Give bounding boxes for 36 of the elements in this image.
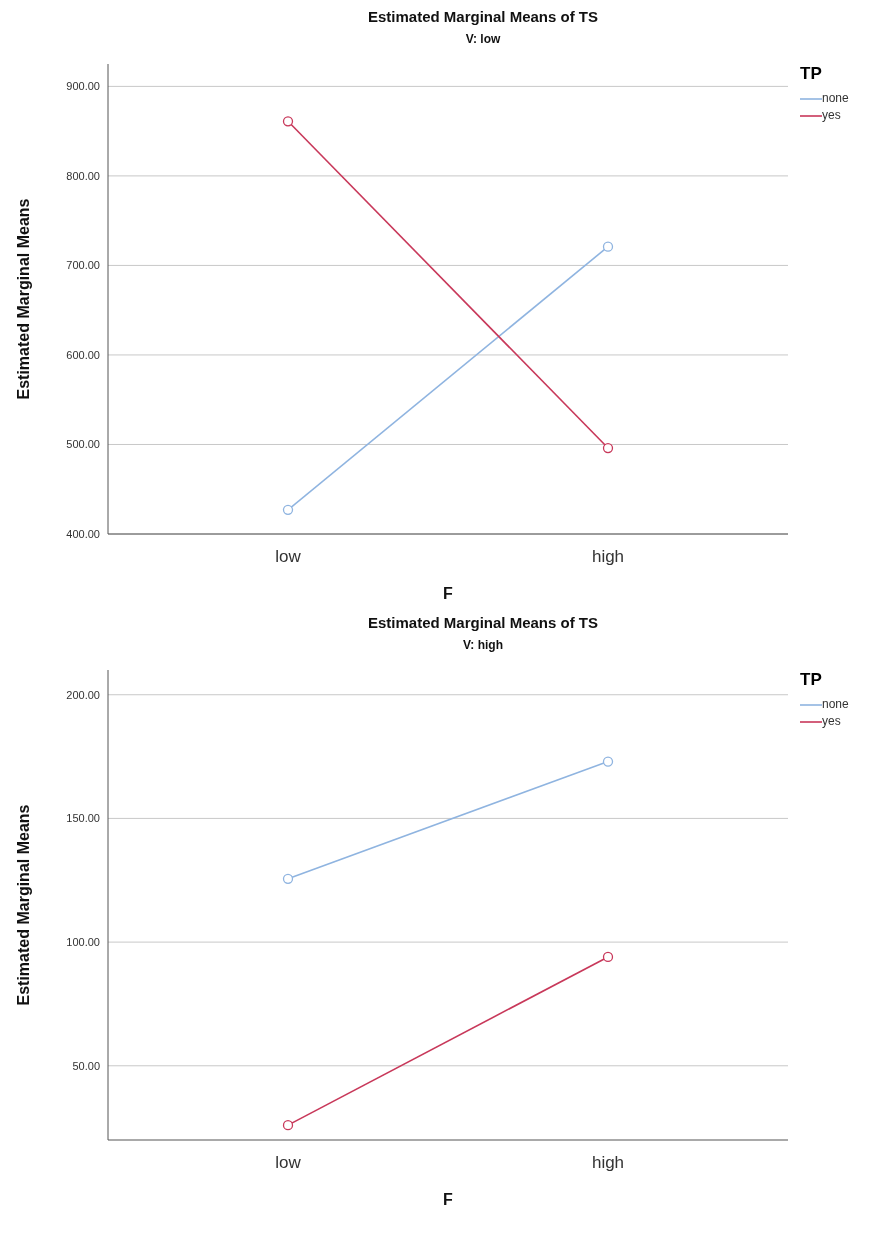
y-axis-title: Estimated Marginal Means — [14, 198, 32, 400]
chart-subtitle: V: low — [464, 32, 502, 48]
legend-label: none — [822, 90, 849, 107]
point — [282, 116, 294, 127]
y-tick-label: 500.00 — [66, 438, 100, 451]
point — [602, 241, 614, 252]
x-axis-title: F — [443, 1191, 454, 1208]
y-tick-label: 600.00 — [66, 348, 100, 361]
y-tick-label: 150.00 — [66, 812, 100, 825]
x-axis-title: F — [443, 585, 454, 602]
y-tick-label: 200.00 — [66, 688, 100, 701]
y-tick-label: 900.00 — [66, 80, 100, 93]
legend-label: yes — [822, 713, 841, 730]
y-tick-label: 800.00 — [66, 169, 100, 182]
x-tick-label: low — [275, 547, 302, 567]
point — [282, 873, 294, 884]
point — [282, 1120, 294, 1131]
y-tick-label: 700.00 — [66, 259, 100, 272]
y-tick-label: 100.00 — [66, 936, 100, 949]
x-tick-label: low — [275, 1153, 302, 1173]
y-axis-title: Estimated Marginal Means — [14, 804, 32, 1006]
point — [602, 951, 614, 963]
x-tick-label: high — [591, 547, 625, 567]
y-tick-label: 50.00 — [72, 1059, 100, 1072]
y-tick-label: 400.00 — [66, 527, 100, 540]
legend-label: none — [822, 696, 849, 713]
legend-title: TP — [800, 64, 823, 84]
x-tick-label: high — [591, 1153, 625, 1173]
point — [282, 504, 294, 515]
chart-subtitle: V: high — [462, 638, 504, 654]
legend-title: TP — [800, 670, 823, 690]
point — [602, 442, 614, 454]
chart-title: Estimated Marginal Means of TS — [366, 8, 599, 27]
legend-label: yes — [822, 107, 841, 124]
chart-title: Estimated Marginal Means of TS — [366, 614, 599, 633]
point — [602, 756, 614, 767]
